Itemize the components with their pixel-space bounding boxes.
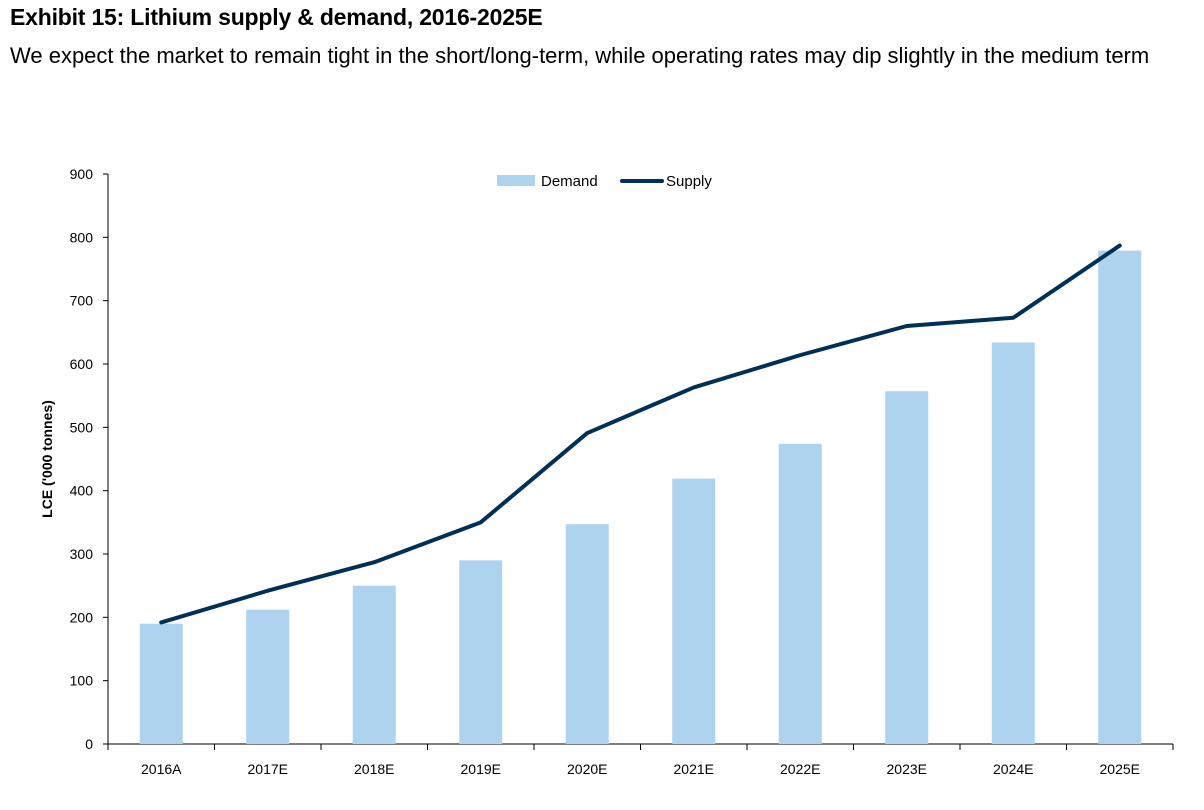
y-tick-label: 100 [70,673,94,689]
chart-subtitle: We expect the market to remain tight in … [10,43,1150,68]
y-axis: 0 100 200 300 400 500 600 700 800 900 [70,166,109,752]
x-tick-label: 2025E [1100,761,1140,777]
x-tick-label: 2023E [887,761,927,777]
legend-demand-swatch [497,175,535,186]
demand-bar [459,560,503,744]
demand-bar [246,609,290,744]
y-tick-label: 300 [70,546,94,562]
legend: Demand Supply [497,173,712,190]
y-tick-label: 200 [70,609,94,625]
legend-supply-label: Supply [666,173,712,190]
y-tick-label: 800 [70,229,94,245]
chart-title: Exhibit 15: Lithium supply & demand, 201… [10,4,543,30]
y-tick-label: 900 [70,166,94,182]
x-tick-label: 2024E [993,761,1033,777]
y-tick-label: 0 [85,736,93,752]
x-tick-label: 2018E [354,761,394,777]
x-axis: 2016A 2017E 2018E 2019E 2020E 2021E 2022E 2023E… [107,743,1174,777]
x-tick-label: 2020E [567,761,607,777]
demand-bar [139,623,183,744]
y-axis-label: LCE ('000 tonnes) [39,400,55,518]
supply-line-group [159,243,1122,625]
demand-bar [778,443,822,744]
x-tick-label: 2017E [248,761,288,777]
demand-bar [352,585,396,744]
y-tick-label: 700 [70,293,94,309]
legend-demand-label: Demand [541,173,598,190]
x-tick-label: 2021E [674,761,714,777]
x-tick-label: 2022E [780,761,820,777]
y-tick-label: 400 [70,483,94,499]
demand-bar [991,342,1035,744]
supply-line [159,243,1122,625]
demand-bar [1098,250,1142,744]
x-tick-label: 2016A [141,761,182,777]
y-tick-label: 500 [70,419,94,435]
demand-bar [565,524,609,744]
demand-bars [139,250,1142,744]
y-tick-label: 600 [70,356,94,372]
x-tick-label: 2019E [461,761,501,777]
demand-bar [885,391,929,744]
demand-bar [672,478,716,744]
